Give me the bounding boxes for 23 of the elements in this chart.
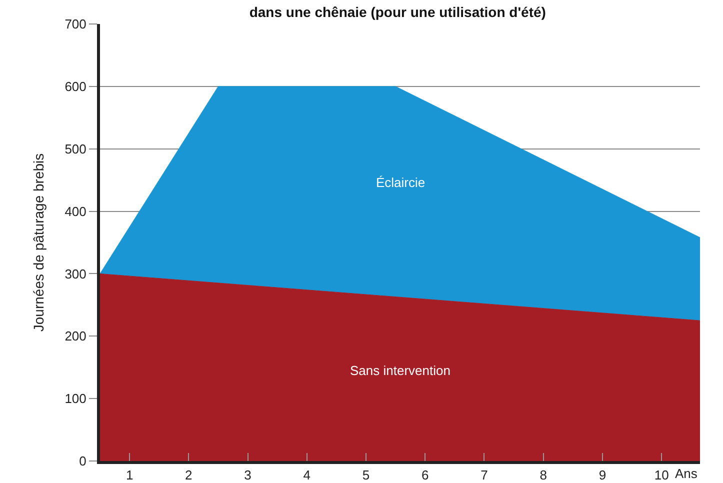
x-tick-label: 2 bbox=[185, 468, 192, 483]
x-tick-label: 5 bbox=[362, 468, 370, 483]
y-tick-label: 700 bbox=[64, 16, 86, 32]
x-tick-label: 8 bbox=[540, 468, 547, 483]
y-tick-label: 0 bbox=[79, 454, 86, 469]
x-tick-label: 1 bbox=[126, 468, 134, 483]
y-tick-label: 400 bbox=[64, 204, 86, 219]
x-axis-title: Ans bbox=[675, 466, 698, 481]
x-tick-label: 10 bbox=[654, 468, 669, 483]
x-tick-label: 9 bbox=[598, 468, 606, 483]
x-tick-label: 6 bbox=[422, 468, 429, 483]
y-axis-title: Journées de pâturage brebis bbox=[30, 153, 46, 332]
x-tick-label: 4 bbox=[303, 468, 311, 483]
x-tick-label: 3 bbox=[244, 468, 252, 483]
y-tick-label: 600 bbox=[64, 78, 86, 94]
chart-title: dans une chênaie (pour une utilisation d'été) bbox=[249, 4, 546, 20]
series-label: Sans intervention bbox=[350, 363, 450, 378]
x-tick-label: 7 bbox=[480, 468, 488, 483]
y-tick-label: 200 bbox=[64, 328, 86, 344]
y-tick-label: 300 bbox=[64, 266, 86, 282]
y-tick-label: 100 bbox=[64, 391, 86, 406]
series-label: Éclaircie bbox=[376, 175, 426, 190]
y-tick-label: 500 bbox=[64, 141, 86, 156]
